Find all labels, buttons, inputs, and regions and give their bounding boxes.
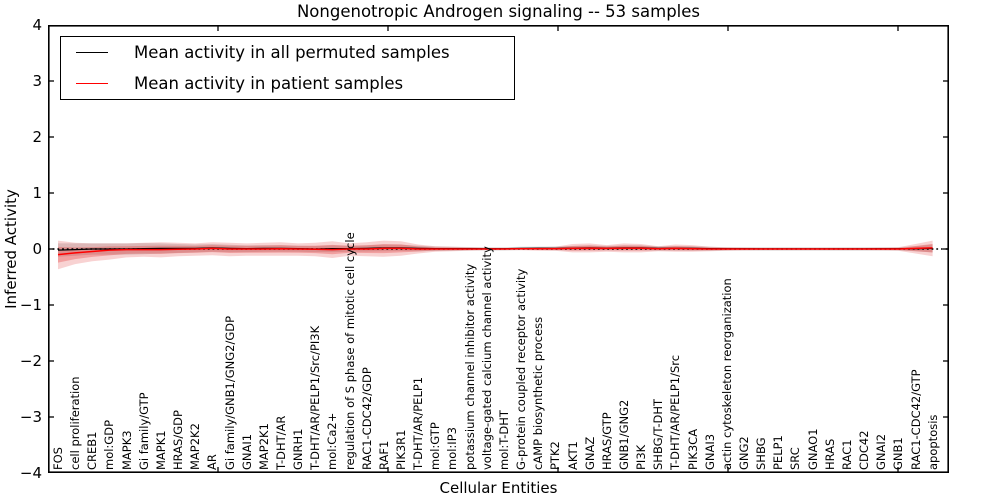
y-tick-label: −3 xyxy=(19,408,42,426)
x-tick-label: RAC1-CDC42/GTP xyxy=(908,369,923,470)
x-tick-label: mol:GTP xyxy=(428,422,443,470)
x-tick-label: GNAZ xyxy=(582,436,597,470)
x-tick-label: AKT1 xyxy=(565,441,580,470)
plot-area xyxy=(48,25,949,473)
x-tick-label: HRAS xyxy=(822,438,837,470)
x-tick-label: mol:T-DHT xyxy=(496,410,511,470)
x-tick-label: CREB1 xyxy=(85,431,100,471)
x-tick-label: GNB1 xyxy=(891,437,906,470)
x-tick-label: RAC1 xyxy=(839,439,854,470)
x-tick-label: GNAI1 xyxy=(239,433,254,470)
x-tick-label: HRAS/GDP xyxy=(171,410,186,470)
legend-entry-patient: Mean activity in patient samples xyxy=(61,68,514,99)
x-tick-label: PTK2 xyxy=(548,441,563,470)
x-tick-label: MAPK1 xyxy=(153,430,168,470)
x-tick-label: mol:GDP xyxy=(102,419,117,470)
x-tick-label: SRC xyxy=(788,447,803,470)
x-tick-label: mol:IP3 xyxy=(445,427,460,470)
x-tick-label: Gi family/GTP xyxy=(136,392,151,470)
x-tick-label: GNB1/GNG2 xyxy=(616,399,631,470)
x-tick-label: GNAI3 xyxy=(702,433,717,470)
y-tick-label: 2 xyxy=(32,128,42,146)
x-tick-label: actin cytoskeleton reorganization xyxy=(719,278,734,470)
x-tick-label: GNAI2 xyxy=(874,433,889,470)
x-tick-label: PIK3CA xyxy=(685,428,700,470)
y-tick-label: 1 xyxy=(32,184,42,202)
legend-line-red-icon xyxy=(76,83,108,84)
x-tick-label: CDC42 xyxy=(857,430,872,470)
x-tick-label: PIK3R1 xyxy=(394,429,408,471)
x-tick-label: Gi family/GNB1/GNG2/GDP xyxy=(222,315,237,470)
x-tick-label: T-DHT/AR/PELP1 xyxy=(411,376,426,470)
x-tick-label: SHBG xyxy=(754,437,769,470)
legend-label-patient: Mean activity in patient samples xyxy=(134,74,404,93)
legend: Mean activity in all permuted samples Me… xyxy=(60,36,515,100)
y-tick-label: 3 xyxy=(32,72,42,90)
x-tick-label: RAF1 xyxy=(376,440,391,470)
x-tick-label: AR xyxy=(205,454,220,470)
x-tick-label: GNG2 xyxy=(737,436,751,470)
x-tick-label: GNRH1 xyxy=(291,428,306,470)
x-tick-label: MAP2K1 xyxy=(256,423,271,470)
x-tick-label: MAP2K2 xyxy=(188,423,203,470)
y-tick-label: −1 xyxy=(19,296,42,314)
x-tick-label: PELP1 xyxy=(771,435,786,470)
y-tick-label: −4 xyxy=(19,464,42,482)
x-tick-label: HRAS/GTP xyxy=(599,412,614,470)
x-tick-label: cAMP biosynthetic process xyxy=(531,316,546,470)
legend-line-black-icon xyxy=(76,52,108,53)
x-tick-label: PI3K xyxy=(634,444,649,470)
x-tick-label: mol:Ca2+ xyxy=(325,412,340,470)
x-tick-label: FOS xyxy=(51,447,65,470)
x-tick-label: apoptosis xyxy=(925,414,940,470)
x-tick-label: G-protein coupled receptor activity xyxy=(514,268,529,470)
x-axis-label: Cellular Entities xyxy=(439,479,558,497)
legend-entry-permuted: Mean activity in all permuted samples xyxy=(61,37,514,68)
x-tick-label: T-DHT/AR/PELP1/Src xyxy=(668,354,683,470)
x-tick-label: MAPK3 xyxy=(119,430,134,470)
x-tick-label: potassium channel inhibitor activity xyxy=(462,263,477,470)
x-tick-label: T-DHT/AR xyxy=(273,415,288,470)
x-tick-label: regulation of S phase of mitotic cell cy… xyxy=(342,232,357,470)
x-tick-label: cell proliferation xyxy=(68,376,83,470)
x-tick-label: T-DHT/AR/PELP1/Src/PI3K xyxy=(308,325,323,470)
y-tick-label: −2 xyxy=(19,352,42,370)
y-tick-label: 0 xyxy=(32,240,42,258)
x-tick-label: GNAO1 xyxy=(805,428,820,470)
legend-label-permuted: Mean activity in all permuted samples xyxy=(134,43,450,62)
x-tick-label: RAC1-CDC42/GDP xyxy=(359,367,374,470)
x-tick-label: SHBG/T-DHT xyxy=(651,398,666,470)
x-tick-label: voltage-gated calcium channel activity xyxy=(479,246,494,470)
chart-title: Nongenotropic Androgen signaling -- 53 s… xyxy=(296,2,701,21)
y-tick-label: 4 xyxy=(32,16,42,34)
